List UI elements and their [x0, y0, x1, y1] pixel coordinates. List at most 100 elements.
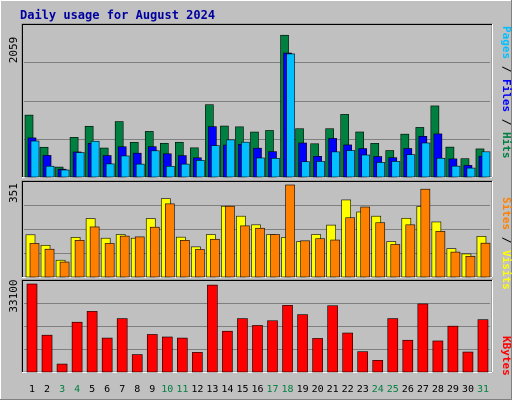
legend-kbytes-label: KBytes	[500, 336, 512, 376]
legend-sites: Sites	[500, 197, 512, 230]
bar-kbytes-day-16	[252, 325, 263, 373]
x-tick-label-day-30: 30	[462, 384, 474, 395]
legend-pages: Pages	[500, 26, 512, 59]
bar-sites-day-16	[255, 227, 265, 278]
x-tick-label-day-20: 20	[312, 384, 324, 395]
bar-pages-day-27	[421, 142, 431, 178]
bar-sites-day-21	[330, 239, 340, 278]
bar-sites-day-25	[390, 244, 401, 278]
legend-sep-1: /	[500, 59, 512, 79]
legend-sites-visits: Sites / Visits	[500, 197, 512, 290]
x-tick-label-day-11: 11	[176, 384, 188, 395]
x-tick-label-day-6: 6	[104, 384, 110, 395]
bar-pages-day-10	[165, 165, 175, 178]
bar-kbytes-day-23	[357, 351, 369, 373]
bar-sites-day-22	[345, 217, 355, 278]
bar-kbytes-day-17	[267, 320, 278, 373]
x-tick-label-day-13: 13	[206, 384, 218, 395]
bar-kbytes-day-27	[417, 303, 429, 373]
bar-pages-day-7	[120, 155, 130, 178]
bar-sites-day-27	[420, 188, 431, 278]
bar-pages-day-20	[316, 161, 325, 178]
bar-pages-day-15	[241, 141, 250, 178]
bar-sites-day-3	[59, 261, 70, 278]
bar-kbytes-day-10	[161, 336, 173, 373]
y-max-label-kbytes: 33100	[7, 279, 20, 312]
legend-hits-files-pages: Pages / Files / Hits	[500, 26, 512, 159]
bar-pages-day-9	[150, 150, 160, 178]
bar-sites-day-31	[480, 242, 491, 278]
bar-sites-day-4	[74, 240, 85, 278]
bar-kbytes-day-26	[402, 339, 414, 373]
x-tick-label-day-3: 3	[59, 384, 65, 395]
bar-pages-day-22	[346, 150, 355, 178]
bar-pages-day-17	[271, 158, 280, 178]
bar-sites-day-23	[360, 206, 371, 278]
bar-pages-day-25	[391, 161, 401, 178]
bar-kbytes-day-9	[146, 334, 158, 373]
bar-pages-day-21	[331, 151, 340, 178]
bar-pages-day-16	[256, 157, 265, 178]
x-tick-label-day-17: 17	[267, 384, 279, 395]
bar-pages-day-11	[181, 163, 190, 178]
bar-kbytes-day-21	[327, 305, 338, 373]
bar-kbytes-day-3	[56, 363, 68, 373]
bar-sites-day-8	[134, 236, 145, 278]
bar-kbytes-day-8	[131, 354, 143, 373]
y-max-label-hits: 2059	[7, 37, 20, 64]
bar-sites-day-12	[195, 249, 205, 278]
x-tick-label-day-7: 7	[119, 384, 125, 395]
x-tick-label-day-8: 8	[134, 384, 140, 395]
x-tick-label-day-29: 29	[447, 384, 459, 395]
x-tick-label-day-16: 16	[251, 384, 263, 395]
bar-pages-day-5	[90, 140, 100, 178]
x-tick-label-day-31: 31	[477, 384, 489, 395]
bar-kbytes-day-30	[462, 351, 474, 373]
x-tick-label-day-12: 12	[191, 384, 203, 395]
bar-sites-day-15	[240, 225, 250, 278]
bar-kbytes-day-14	[222, 330, 233, 373]
bar-sites-day-7	[119, 235, 130, 278]
legend-hits: Hits	[500, 132, 512, 159]
bar-sites-day-10	[164, 203, 175, 278]
bar-kbytes-day-22	[342, 332, 353, 373]
bar-kbytes-day-15	[237, 318, 248, 373]
bar-sites-day-6	[104, 243, 115, 278]
bar-sites-day-13	[210, 238, 220, 278]
bar-sites-day-28	[435, 231, 446, 278]
bar-sites-day-1	[29, 243, 40, 278]
bar-sites-day-9	[149, 226, 160, 278]
bar-kbytes-day-1	[26, 283, 38, 373]
bar-sites-day-11	[180, 240, 190, 278]
bar-kbytes-day-18	[282, 305, 293, 373]
x-tick-label-day-24: 24	[372, 384, 384, 395]
bar-pages-day-31	[481, 151, 491, 178]
bar-pages-day-14	[226, 139, 235, 178]
bar-sites-day-5	[89, 226, 100, 278]
bar-sites-day-17	[270, 234, 280, 278]
bar-sites-day-19	[300, 240, 310, 278]
x-tick-label-day-14: 14	[221, 384, 233, 395]
x-tick-label-day-21: 21	[327, 384, 339, 395]
bar-kbytes-day-19	[297, 314, 308, 373]
chart-title: Daily usage for August 2024	[20, 8, 215, 22]
bar-pages-day-29	[451, 165, 461, 178]
bar-sites-day-2	[44, 248, 55, 278]
bar-pages-day-28	[436, 157, 446, 178]
bar-sites-day-14	[225, 205, 235, 278]
x-tick-label-day-27: 27	[417, 384, 429, 395]
bar-pages-day-4	[75, 152, 85, 178]
legend-sep-3: /	[500, 230, 512, 250]
bar-pages-day-2	[45, 165, 55, 178]
bar-sites-day-30	[465, 255, 476, 278]
bar-pages-day-12	[196, 160, 205, 178]
legend-sep-2: /	[500, 112, 512, 132]
bar-pages-day-26	[406, 154, 416, 178]
bar-sites-day-18	[285, 184, 295, 278]
x-tick-label-day-18: 18	[282, 384, 294, 395]
bar-kbytes-day-28	[432, 340, 444, 373]
bar-kbytes-day-5	[86, 311, 98, 373]
bar-pages-day-1	[30, 140, 40, 178]
bar-kbytes-day-12	[192, 352, 203, 373]
x-tick-label-day-5: 5	[89, 384, 95, 395]
